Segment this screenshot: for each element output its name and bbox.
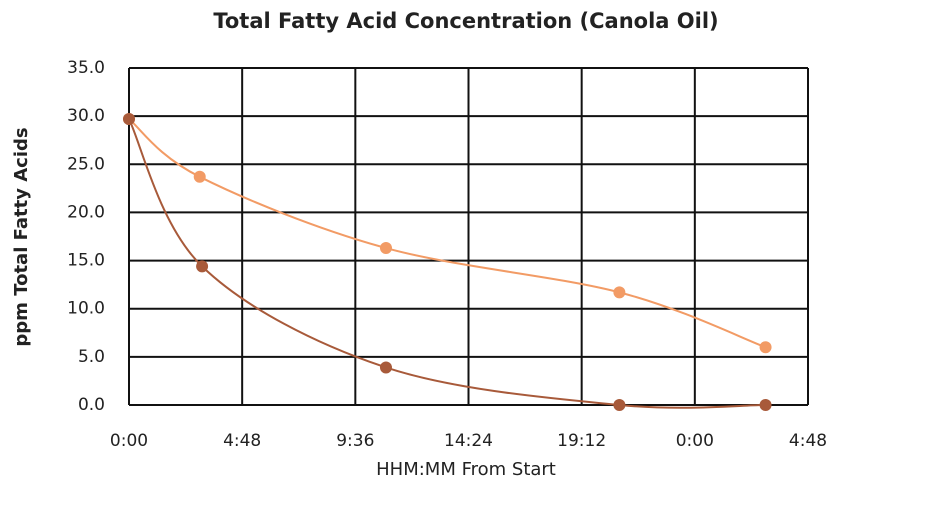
y-tick-label: 5.0 [78,347,105,367]
chart-title: Total Fatty Acid Concentration (Canola O… [213,9,718,33]
x-tick-label: 14:24 [444,431,493,451]
line [128,118,766,409]
y-tick-label: 20.0 [67,202,105,222]
y-axis-label: ppm Total Fatty Acids [11,127,32,346]
point [379,361,392,374]
x-tick-label: 0:00 [110,431,148,451]
x-axis-label: HHM:MM From Start [376,459,556,480]
x-tick-label: 4:48 [789,431,827,451]
y-tick-label: 30.0 [67,106,105,126]
y-tick-label: 0.0 [78,395,105,415]
point [759,341,772,354]
x-tick-label: 4:48 [223,431,261,451]
point [613,286,626,299]
point [759,399,772,411]
y-tick-label: 10.0 [67,299,105,319]
y-tick-label: 25.0 [67,154,105,174]
point [379,242,392,255]
point [196,260,209,273]
x-tick-label: 19:12 [557,431,606,451]
point [613,399,626,411]
y-tick-label: 15.0 [67,251,105,271]
point [193,170,206,183]
x-tick-label: 0:00 [676,431,714,451]
point [123,113,135,126]
x-tick-label: 9:36 [336,431,374,451]
line [128,118,766,349]
y-tick-label: 35.0 [67,58,105,78]
